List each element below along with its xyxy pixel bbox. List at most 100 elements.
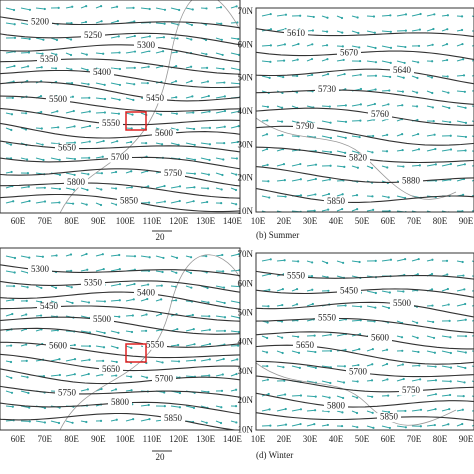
wind-vector-head — [268, 408, 271, 411]
contour-label-bg — [284, 271, 308, 281]
wind-vector-head — [208, 143, 212, 146]
contour-label: 5800 — [67, 177, 86, 187]
wind-vector — [396, 258, 406, 262]
x-axis-label: 120E — [169, 216, 189, 226]
wind-vector-head — [85, 252, 88, 256]
wind-vector — [276, 393, 286, 397]
contour-label-bg — [134, 41, 158, 51]
wind-vector — [65, 125, 75, 129]
contour-label-bg — [399, 386, 423, 396]
wind-vector — [351, 305, 362, 308]
wind-vector-head — [314, 350, 317, 354]
wind-vector-head — [220, 389, 224, 392]
wind-vector-head — [103, 331, 106, 335]
wind-vector — [200, 329, 210, 332]
wind-vector — [20, 200, 30, 204]
wind-vector-head — [313, 334, 316, 337]
coastline — [256, 362, 457, 426]
wind-vector-head — [372, 134, 375, 138]
wind-vector — [306, 193, 316, 197]
wind-vector-head — [237, 37, 240, 41]
wind-vector — [80, 141, 90, 144]
wind-vector-head — [41, 143, 44, 146]
wind-vector-head — [12, 298, 15, 301]
wind-vector-head — [100, 387, 103, 391]
wind-vector-head — [190, 286, 193, 289]
wind-vector-head — [431, 304, 434, 307]
wind-vector-head — [282, 75, 285, 79]
wind-vector-head — [434, 408, 437, 411]
wind-vector — [20, 37, 30, 40]
wind-vector — [20, 255, 30, 259]
wind-vector-head — [282, 59, 286, 62]
contour-label: 5800 — [327, 400, 346, 410]
wind-vector — [185, 359, 195, 362]
wind-vector — [306, 423, 315, 427]
x-axis-label: 110E — [143, 216, 162, 226]
wind-vector-head — [389, 61, 392, 64]
wind-vector-head — [28, 37, 31, 41]
wind-vector-head — [342, 381, 346, 384]
y-axis-label: 60N — [238, 278, 254, 288]
wind-vector-head — [130, 127, 133, 130]
wind-vector — [65, 300, 73, 304]
wind-vector — [306, 350, 316, 353]
wind-vector — [110, 20, 119, 24]
wind-vector — [5, 22, 15, 25]
contour-line — [0, 81, 240, 102]
contour-label: 5880 — [402, 176, 421, 186]
wind-vector — [170, 200, 180, 204]
wind-vector-head — [431, 258, 434, 261]
wind-vector-head — [267, 180, 270, 183]
wind-vector-head — [163, 200, 167, 203]
wind-vector-head — [388, 426, 391, 430]
wind-vector — [185, 186, 195, 189]
wind-vector — [261, 75, 270, 79]
wind-vector-head — [223, 142, 226, 145]
wind-vector-head — [40, 66, 43, 69]
wind-vector-head — [374, 259, 377, 262]
wind-vector-head — [388, 89, 391, 92]
wind-vector-head — [341, 45, 344, 48]
wind-vector-head — [87, 372, 90, 376]
wind-vector-head — [355, 194, 359, 197]
wind-vector-head — [283, 259, 286, 262]
wind-vector-head — [10, 391, 14, 394]
wind-vector-head — [40, 127, 43, 130]
wind-vector — [20, 186, 29, 189]
wind-vector — [411, 164, 420, 167]
wind-vector-head — [374, 46, 377, 50]
wind-vector-head — [235, 173, 238, 176]
wind-vector — [50, 420, 60, 424]
wind-vector-head — [356, 166, 359, 169]
wind-vector — [381, 89, 390, 92]
wind-vector-head — [208, 126, 212, 129]
x-axis-label: 30E — [303, 434, 318, 444]
wind-vector-head — [235, 372, 238, 376]
wind-vector — [276, 163, 285, 167]
contour-line — [256, 317, 474, 334]
wind-vector — [336, 73, 345, 77]
wind-vector — [140, 66, 149, 69]
wind-vector — [185, 314, 193, 317]
wind-vector — [351, 74, 361, 77]
wind-vector-head — [327, 289, 330, 292]
wind-vector — [20, 65, 29, 69]
wind-vector-head — [87, 173, 90, 176]
wind-vector-head — [115, 5, 119, 8]
wind-vector-head — [342, 396, 345, 400]
x-axis-label: 70E — [407, 434, 422, 444]
wind-vector — [426, 365, 436, 368]
wind-vector-head — [389, 46, 393, 49]
wind-vector-head — [268, 76, 271, 79]
wind-vector — [396, 60, 405, 64]
wind-vector-head — [71, 301, 74, 305]
wind-vector-head — [220, 406, 223, 409]
contour-label-bg — [293, 122, 317, 132]
wind-vector — [50, 157, 60, 161]
wind-vector-head — [326, 16, 329, 19]
wind-vector — [215, 110, 226, 114]
wind-vector-head — [234, 388, 238, 391]
contour-label: 5350 — [84, 278, 103, 288]
wind-vector — [80, 125, 91, 129]
